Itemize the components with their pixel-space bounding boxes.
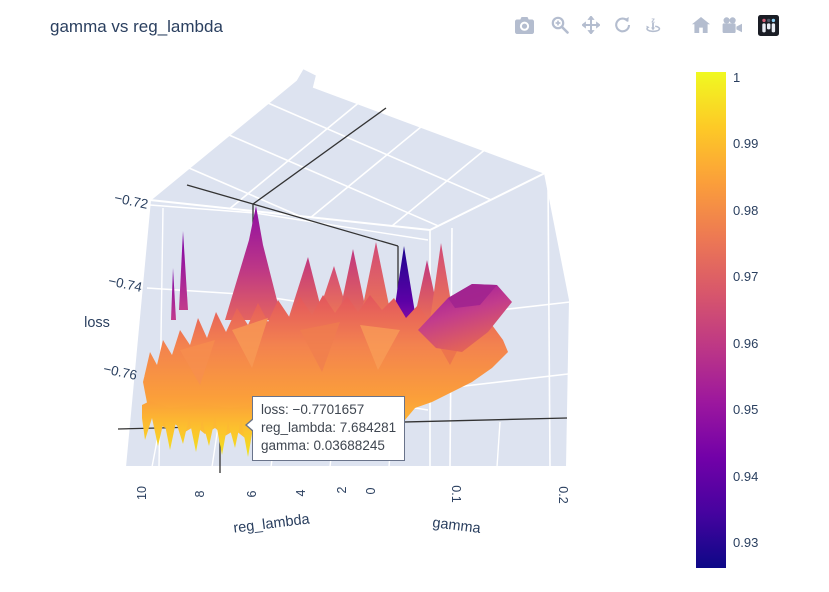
colorbar-tick: 0.94 bbox=[733, 469, 759, 484]
surface-mesh bbox=[142, 206, 512, 457]
orbit-rotation-icon[interactable] bbox=[611, 14, 633, 36]
colorbar bbox=[696, 72, 726, 568]
z-tick: −0.76 bbox=[102, 361, 139, 383]
colorbar-tick: 0.96 bbox=[733, 336, 759, 351]
y-tick: 0.1 bbox=[449, 485, 463, 502]
page-title: gamma vs reg_lambda bbox=[50, 17, 223, 36]
x-axis-title: reg_lambda bbox=[233, 511, 312, 536]
turntable-rotation-icon[interactable]: z bbox=[642, 14, 664, 36]
x-tick: 6 bbox=[245, 490, 259, 497]
y-tick: 0.2 bbox=[556, 486, 570, 503]
home-icon[interactable] bbox=[690, 14, 712, 36]
camera-icon[interactable] bbox=[513, 14, 535, 36]
colorbar-tick: 1 bbox=[733, 70, 741, 85]
colorbar-tick: 0.95 bbox=[733, 402, 759, 417]
modebar: z bbox=[513, 14, 779, 36]
pan-icon[interactable] bbox=[580, 14, 602, 36]
plotly-logo-icon[interactable] bbox=[757, 14, 779, 36]
z-tick: −0.72 bbox=[113, 190, 150, 212]
zoom-icon[interactable] bbox=[549, 14, 571, 36]
hover-tooltip: loss: −0.7701657 reg_lambda: 7.684281 ga… bbox=[245, 396, 406, 461]
svg-text:z: z bbox=[651, 16, 655, 25]
tooltip-gamma-value: gamma: 0.03688245 bbox=[261, 438, 385, 453]
x-tick: 8 bbox=[193, 490, 207, 497]
z-axis-title: loss bbox=[84, 315, 110, 331]
x-tick: 4 bbox=[294, 489, 308, 496]
colorbar-tick: 0.97 bbox=[733, 269, 759, 284]
colorbar-tick: 0.93 bbox=[733, 535, 759, 550]
colorbar-tick: 0.99 bbox=[733, 136, 759, 151]
x-tick: 0 bbox=[364, 487, 378, 494]
x-tick: 10 bbox=[135, 486, 149, 500]
movie-camera-icon[interactable] bbox=[721, 14, 743, 36]
x-tick: 2 bbox=[335, 486, 349, 493]
y-axis-title: gamma bbox=[432, 515, 483, 537]
tooltip-loss-value: loss: −0.7701657 bbox=[261, 402, 365, 417]
z-tick: −0.74 bbox=[107, 273, 144, 295]
tooltip-reg-lambda-value: reg_lambda: 7.684281 bbox=[261, 420, 397, 435]
colorbar-tick: 0.98 bbox=[733, 203, 759, 218]
